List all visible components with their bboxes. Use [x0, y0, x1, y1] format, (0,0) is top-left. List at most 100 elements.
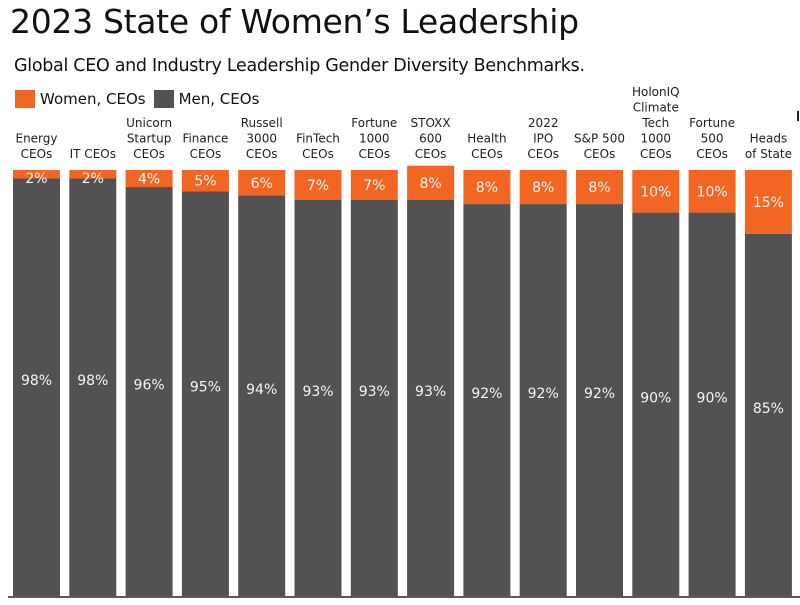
data-label-women: 8%	[532, 180, 554, 196]
data-label-men: 98%	[21, 373, 52, 389]
bar-men-segment	[407, 199, 455, 596]
data-label-women: 4%	[138, 172, 160, 188]
bar-women-segment	[463, 170, 511, 205]
data-label-men: 85%	[753, 401, 784, 417]
data-label-men: 95%	[190, 380, 221, 396]
chart-title: 2023 State of Women’s Leadership	[10, 2, 579, 41]
category-label: Fortune	[689, 116, 735, 130]
bar-men-segment	[181, 191, 229, 597]
data-label-women: 2%	[82, 171, 104, 187]
data-label-women: 8%	[419, 176, 441, 192]
bar-men-segment	[238, 195, 286, 596]
legend: Women, CEOs Men, CEOs	[15, 90, 267, 108]
bar-men-segment	[519, 204, 567, 596]
data-label-women: 7%	[307, 178, 329, 194]
category-label: CEOs	[415, 147, 447, 161]
bar-men-segment	[688, 212, 736, 596]
category-label: of State	[745, 147, 792, 161]
bar-women-segment	[13, 170, 60, 179]
bar-men-segment	[13, 178, 60, 596]
category-label: Heads	[750, 132, 788, 146]
legend-item-women: Women, CEOs	[15, 90, 146, 108]
bar-women-segment	[294, 170, 342, 200]
category-label: 500	[701, 132, 724, 146]
category-label: CEOs	[358, 147, 390, 161]
bar-women-segment	[181, 170, 229, 192]
data-label-women: 10%	[697, 184, 728, 200]
category-label: Finance	[182, 132, 228, 146]
bar-women-segment	[238, 170, 286, 196]
data-label-women: 8%	[588, 180, 610, 196]
category-label: 1000	[359, 132, 390, 146]
category-label: Unicorn	[126, 116, 172, 130]
bar-women-segment	[69, 170, 117, 179]
bar-women-segment	[519, 170, 567, 205]
bar-women-segment	[125, 170, 173, 188]
category-label: Energy	[15, 132, 57, 146]
category-label: Climate	[633, 101, 679, 115]
category-label: CEOs	[584, 147, 616, 161]
bar-women-segment	[688, 170, 736, 213]
bar-men-segment	[69, 178, 117, 596]
category-label: Russell	[241, 116, 283, 130]
bar-women-segment	[350, 170, 398, 200]
legend-swatch-men	[153, 90, 174, 108]
bar-men-segment	[632, 212, 680, 596]
data-label-women: 7%	[363, 178, 385, 194]
data-label-women: 6%	[251, 176, 273, 192]
bar-women-segment	[407, 165, 455, 200]
category-label: Startup	[127, 132, 172, 146]
category-label: Tech	[641, 116, 669, 130]
data-label-men: 90%	[640, 390, 671, 406]
category-label: CEOs	[471, 147, 503, 161]
legend-label-women: Women, CEOs	[40, 90, 146, 108]
data-label-women: 10%	[640, 184, 671, 200]
data-label-women: 8%	[476, 180, 498, 196]
bar-women-segment	[744, 170, 792, 234]
data-label-men: 93%	[302, 384, 333, 400]
data-label-women: 15%	[753, 195, 784, 211]
category-label: 600	[419, 132, 442, 146]
category-label: CEOs	[527, 147, 559, 161]
category-label: Fortune	[351, 116, 397, 130]
bar-men-segment	[463, 204, 511, 596]
legend-label-men: Men, CEOs	[178, 90, 260, 108]
category-label: FinTech	[296, 132, 340, 146]
bar-men-segment	[125, 187, 173, 597]
data-label-men: 90%	[697, 390, 728, 406]
legend-swatch-women	[15, 90, 35, 108]
bar-women-segment	[632, 170, 680, 213]
category-label: CEOs	[302, 147, 334, 161]
category-label: CEOs	[133, 147, 165, 161]
category-label: IT CEOs	[70, 147, 116, 161]
category-label: CEOs	[696, 147, 728, 161]
category-label: CEOs	[21, 147, 53, 161]
data-label-men: 98%	[77, 373, 108, 389]
legend-item-men: Men, CEOs	[153, 90, 260, 108]
cropped-edge-mark	[797, 111, 799, 121]
bar-men-segment	[350, 199, 398, 596]
data-label-men: 94%	[246, 382, 277, 398]
data-label-men: 96%	[134, 377, 165, 393]
data-label-women: 2%	[25, 171, 47, 187]
category-label: CEOs	[640, 147, 672, 161]
category-label: CEOs	[246, 147, 278, 161]
bar-men-segment	[294, 199, 342, 596]
chart-subtitle: Global CEO and Industry Leadership Gende…	[14, 56, 585, 76]
data-label-men: 93%	[415, 384, 446, 400]
bar-women-segment	[576, 170, 623, 205]
bar-men-segment	[576, 204, 623, 596]
data-label-men: 92%	[471, 386, 502, 402]
category-label: Health	[467, 132, 506, 146]
data-label-women: 5%	[194, 174, 216, 190]
category-label: STOXX	[411, 116, 451, 130]
category-label: 3000	[246, 132, 277, 146]
category-label: HolonIQ	[632, 85, 680, 99]
category-label: CEOs	[190, 147, 222, 161]
bar-men-segment	[744, 233, 792, 596]
category-label: 1000	[641, 132, 672, 146]
category-label: 2022	[528, 116, 559, 130]
category-label: S&P 500	[574, 132, 625, 146]
data-label-men: 93%	[359, 384, 390, 400]
